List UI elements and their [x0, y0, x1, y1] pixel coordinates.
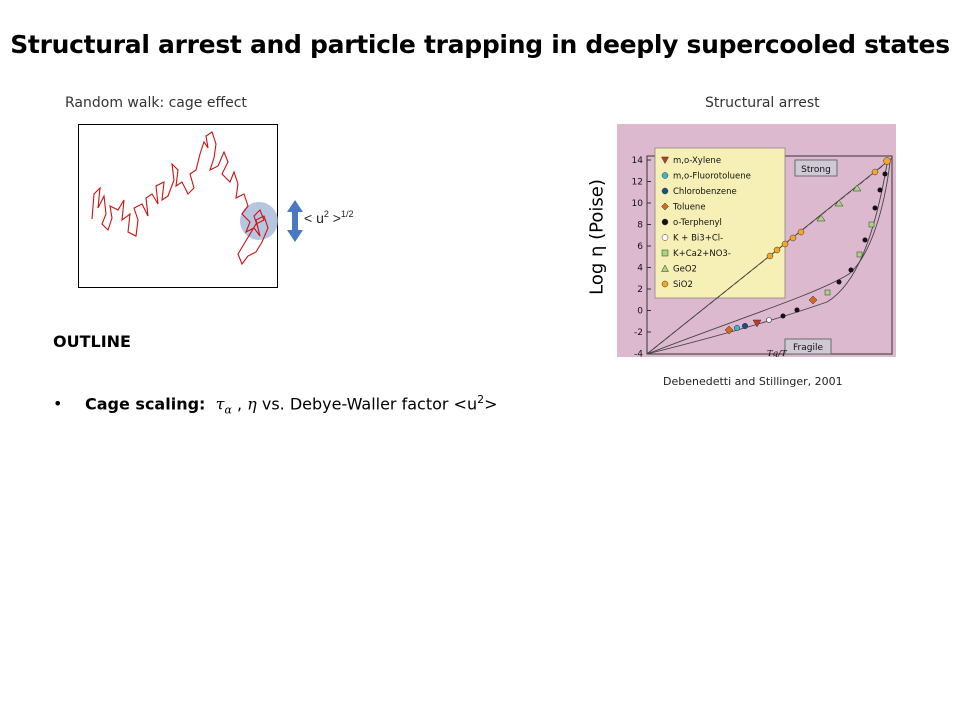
msd-label-sup: 2: [323, 209, 329, 219]
legend-item: K + Bi3+Cl-: [661, 234, 723, 244]
fragile-markers: [724, 171, 888, 335]
legend-item: Toluene: [661, 202, 706, 213]
bullet-icon: •: [53, 394, 63, 414]
random-walk-trajectory: [91, 131, 269, 266]
y-tick-label: 4: [637, 264, 643, 274]
y-tick-label: 14: [632, 156, 644, 166]
msd-label-base: < u: [304, 210, 324, 226]
legend-box: [654, 147, 786, 299]
strong-label-box: [794, 159, 838, 177]
y-tick-label: -2: [634, 328, 643, 338]
legend-label: K + Bi3+Cl-: [673, 234, 723, 244]
outline-item-cage-scaling: • Cage scaling: τα , η vs. Debye-Waller f…: [53, 393, 498, 417]
random-walk-frame: [78, 124, 278, 288]
legend-item: GeO2: [661, 264, 697, 275]
legend-item: m,o-Fluorotoluene: [661, 172, 751, 182]
eta-symbol: η: [247, 394, 257, 414]
outline-item-bold: Cage scaling:: [85, 394, 206, 414]
msd-label: < u2 >1/2: [304, 209, 353, 226]
outline-item-end: >: [484, 394, 498, 414]
msd-label-exponent: 1/2: [340, 209, 354, 219]
fragile-curve: [646, 161, 891, 355]
legend-item: K+Ca2+NO3-: [661, 249, 731, 259]
tau-symbol: τ: [215, 394, 225, 414]
slide-title: Structural arrest and particle trapping …: [10, 30, 950, 59]
legend-label: Toluene: [672, 203, 706, 213]
y-tick-label: 8: [637, 221, 643, 231]
y-tick-label: 0: [637, 307, 643, 317]
random-walk-caption: Random walk: cage effect: [65, 95, 247, 111]
y-tick-label: 6: [637, 242, 643, 252]
y-tick-label: 10: [632, 199, 644, 209]
figure-credit: Debenedetti and Stillinger, 2001: [663, 375, 843, 388]
strong-label: Strong: [801, 165, 831, 175]
fragile-label: Fragile: [793, 343, 823, 353]
legend-label: Chlorobenzene: [673, 187, 737, 197]
fragile-label-box: [784, 338, 832, 355]
msd-label-close: >: [328, 210, 341, 226]
legend-label: o-Terphenyl: [673, 218, 722, 228]
legend-marker: [661, 264, 669, 272]
legend-item: SiO2: [661, 280, 693, 290]
legend-marker: [661, 234, 669, 241]
viscosity-axis-label: Log η (Poise): [586, 179, 608, 295]
legend-marker: [661, 187, 669, 195]
y-tick-label: -4: [634, 350, 643, 358]
y-tick-label: 12: [632, 178, 643, 188]
outline-item-sup: 2: [477, 393, 485, 406]
legend-marker: [661, 202, 669, 211]
legend-label: GeO2: [673, 265, 697, 275]
y-tick-label: 2: [637, 285, 643, 295]
legend-marker: [661, 172, 669, 179]
tau-subscript: α: [224, 403, 232, 417]
legend-label: K+Ca2+NO3-: [673, 249, 731, 259]
dashed-reference-line: [646, 163, 886, 355]
random-walk-plot: [91, 131, 278, 266]
legend-label: m,o-Fluorotoluene: [673, 172, 751, 182]
legend-item: Chlorobenzene: [661, 187, 737, 197]
legend-item: o-Terphenyl: [661, 218, 722, 228]
legend-marker: [661, 249, 669, 257]
double-arrow-icon: [287, 200, 303, 242]
legend-marker: [661, 280, 669, 288]
outline-heading: OUTLINE: [53, 332, 131, 351]
structural-arrest-caption: Structural arrest: [705, 95, 820, 111]
legend-marker: [661, 218, 669, 226]
angell-plot-image: 14 12 10 8 6 4 2 0 -2 -4 m,o-Xylene m,o-Fluorotolu…: [617, 124, 896, 357]
legend-marker: [661, 156, 669, 165]
legend-label: SiO2: [673, 280, 693, 290]
outline-item-separator: ,: [231, 394, 248, 414]
legend-label: m,o-Xylene: [673, 156, 721, 166]
strong-markers: [766, 157, 891, 260]
legend-item: m,o-Xylene: [661, 156, 721, 166]
outline-item-rest: vs. Debye-Waller factor <u: [256, 394, 478, 414]
figure-xlabel: Tg/T: [767, 349, 788, 357]
